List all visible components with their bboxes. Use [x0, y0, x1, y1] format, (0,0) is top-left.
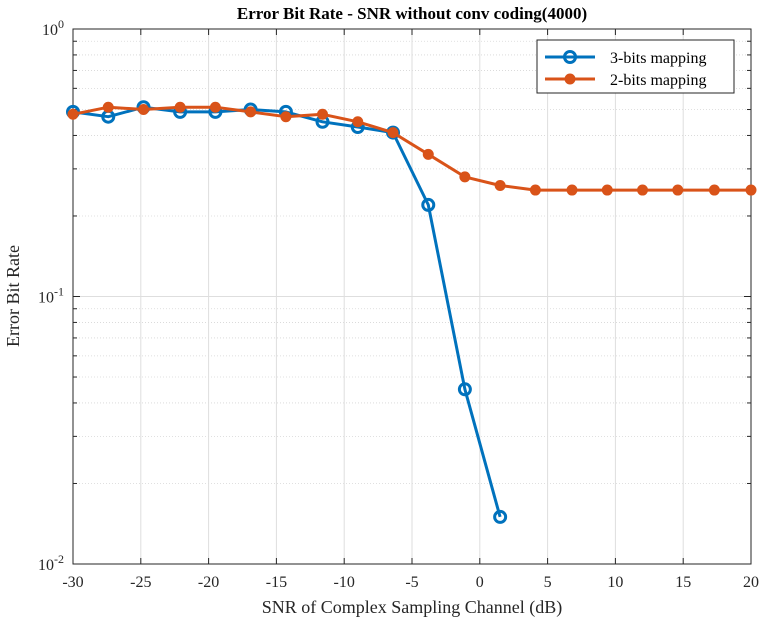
- y-tick-label: 10-2: [38, 552, 64, 574]
- data-point: [422, 148, 434, 160]
- x-tick-label: -15: [266, 574, 287, 591]
- tick-marks: [72, 28, 752, 565]
- legend-marker-3-bits: [563, 50, 577, 64]
- legend: 3-bits mapping 2-bits mapping: [536, 39, 735, 94]
- y-tick-label: 10-1: [38, 285, 64, 307]
- data-point: [209, 101, 221, 113]
- x-axis-label: SNR of Complex Sampling Channel (dB): [262, 597, 563, 618]
- chart-title: Error Bit Rate - SNR without conv coding…: [237, 4, 587, 23]
- series-layer: [66, 100, 757, 524]
- legend-marker-2-bits: [564, 73, 576, 85]
- x-tick-label: 5: [544, 574, 552, 591]
- legend-label-2-bits: 2-bits mapping: [610, 72, 706, 89]
- data-point: [566, 184, 578, 196]
- data-point: [457, 382, 472, 397]
- data-point: [745, 184, 757, 196]
- data-point: [601, 184, 613, 196]
- data-point: [245, 106, 257, 118]
- data-point: [174, 101, 186, 113]
- data-point: [708, 184, 720, 196]
- legend-label-3-bits: 3-bits mapping: [610, 50, 706, 67]
- series-2-bits: [67, 101, 757, 196]
- data-point: [317, 108, 329, 120]
- x-tick-label: 0: [476, 574, 484, 591]
- x-tick-label: 10: [607, 574, 623, 591]
- data-point: [494, 179, 506, 191]
- x-tick-label: -25: [130, 574, 151, 591]
- data-point: [102, 101, 114, 113]
- x-tick-label: 20: [743, 574, 759, 591]
- x-tick-label: -20: [198, 574, 219, 591]
- data-point: [67, 108, 79, 120]
- x-tick-label: -30: [62, 574, 83, 591]
- data-point: [138, 104, 150, 116]
- series-line: [72, 105, 751, 192]
- y-tick-label: 100: [42, 17, 64, 39]
- x-tick-label: -5: [405, 574, 418, 591]
- data-point: [459, 171, 471, 183]
- data-point: [672, 184, 684, 196]
- data-point: [280, 111, 292, 123]
- data-point: [352, 116, 364, 128]
- data-point: [421, 197, 436, 212]
- data-point: [529, 184, 541, 196]
- data-point: [387, 127, 399, 139]
- x-tick-label: -10: [334, 574, 355, 591]
- data-point: [637, 184, 649, 196]
- x-tick-label: 15: [675, 574, 691, 591]
- y-tick-labels: 10-2 10-1 100: [38, 17, 64, 574]
- x-tick-labels: -30 -25 -20 -15 -10 -5 0 5 10 15 20: [62, 574, 759, 591]
- y-axis-label: Error Bit Rate: [3, 245, 23, 347]
- data-point: [493, 509, 508, 524]
